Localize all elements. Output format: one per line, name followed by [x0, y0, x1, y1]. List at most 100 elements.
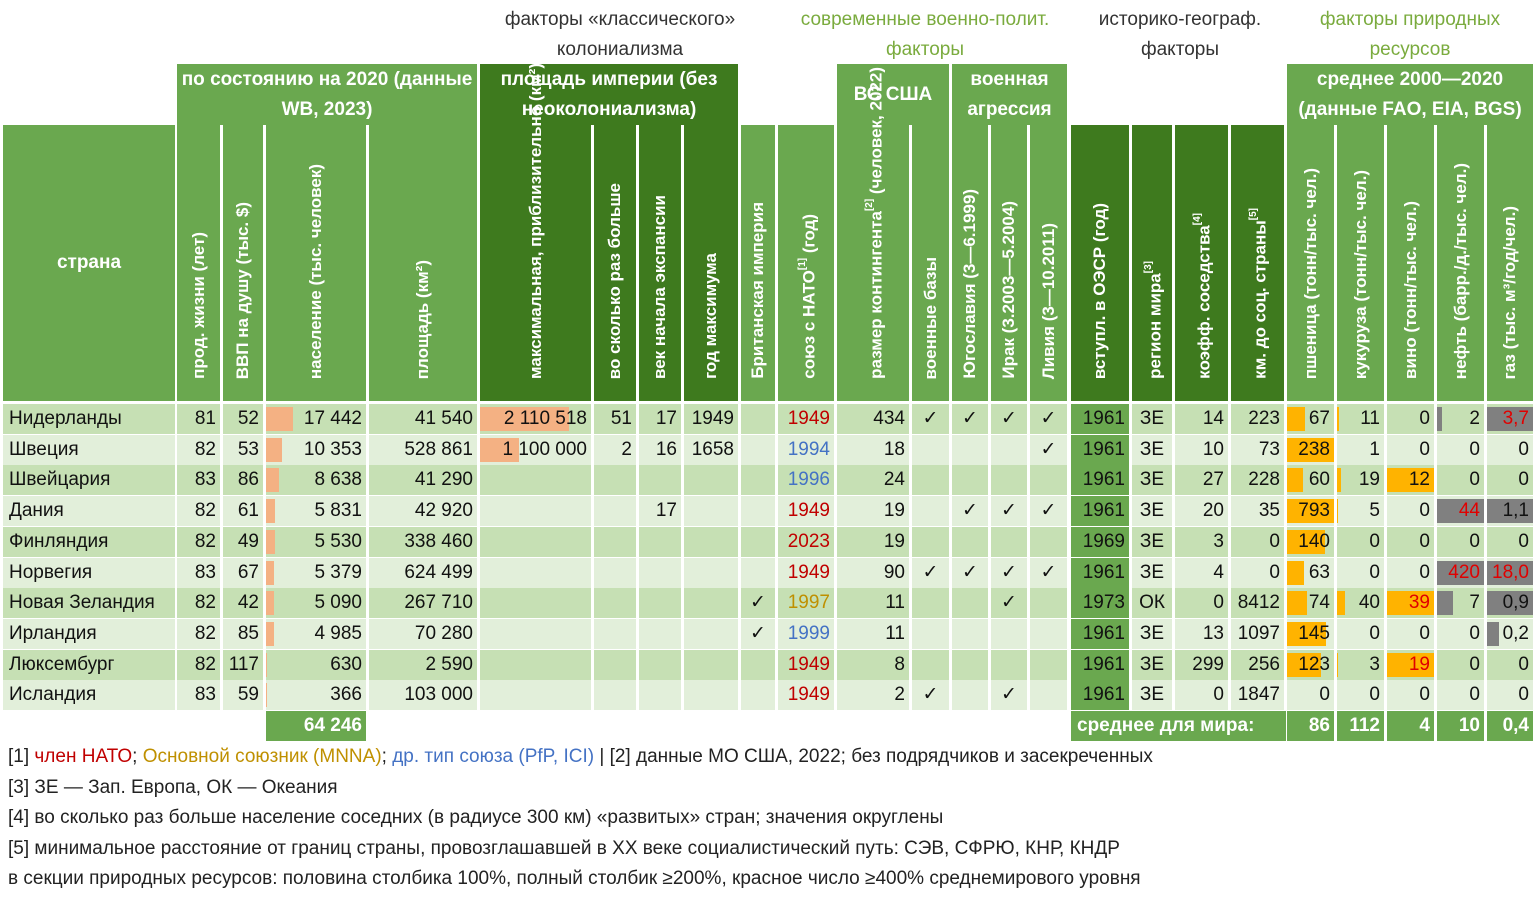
cell-region: ЗЕ	[1132, 618, 1172, 649]
world-average-label: среднее для мира:	[1071, 711, 1286, 741]
cell-iraq: ✓	[991, 404, 1027, 434]
cell-pop: 4 985	[266, 618, 366, 649]
cell-life: 82	[177, 588, 220, 619]
table-row-country: Люксембург	[3, 649, 175, 680]
cell-british	[741, 465, 775, 496]
cell-pop: 5 379	[266, 557, 366, 588]
cell-times	[594, 618, 636, 649]
cell-value: 1	[1369, 438, 1380, 460]
cell-century	[639, 465, 681, 496]
cell-libya	[1030, 526, 1067, 557]
cell-wine: 12	[1387, 465, 1434, 496]
cell-british: ✓	[741, 588, 775, 619]
cell-value: 0	[1469, 530, 1480, 552]
cell-value: 19	[883, 500, 905, 522]
group-natural: факторы природных ресурсов	[1319, 9, 1501, 60]
cell-value: ✓	[1001, 561, 1017, 583]
value-bar	[266, 591, 274, 616]
cell-wheat: 63	[1287, 557, 1334, 588]
cell-bases: ✓	[912, 557, 949, 588]
cell-libya	[1030, 618, 1067, 649]
cell-year	[684, 618, 738, 649]
cell-value: 60	[1308, 469, 1330, 491]
note-1-sep1: ;	[132, 746, 138, 767]
cell-value: 82	[194, 438, 216, 460]
cell-iraq	[991, 465, 1027, 496]
cell-iraq	[991, 526, 1027, 557]
cell-life: 83	[177, 465, 220, 496]
value-bar	[1337, 499, 1338, 524]
value-bar	[1287, 529, 1326, 554]
cell-gdp: 49	[223, 526, 263, 557]
cell-corn: 40	[1337, 588, 1384, 619]
column-header-life: прод. жизни (лет)	[177, 125, 220, 401]
table-row-country: Норвегия	[3, 557, 175, 588]
column-header-wheat: пшеница (тонн/тыс. чел.)	[1287, 125, 1334, 401]
cell-value: 1961	[1082, 684, 1125, 706]
cell-value: ЗЕ	[1139, 438, 1165, 460]
cell-year	[684, 557, 738, 588]
column-label-region: регион мира	[1145, 273, 1165, 379]
cell-times	[594, 465, 636, 496]
cell-maxarea	[480, 526, 591, 557]
footnote-ref: [1]	[796, 258, 808, 271]
column-header-british: Британская империя	[741, 125, 775, 401]
cell-value: ЗЕ	[1139, 500, 1165, 522]
cell-value: 74	[1308, 592, 1330, 614]
cell-corn: 11	[1337, 404, 1384, 434]
cell-times: 2	[594, 434, 636, 465]
cell-value: 5 831	[314, 500, 362, 522]
cell-british	[741, 496, 775, 527]
cell-value: 2	[894, 684, 905, 706]
cell-neigh: 0	[1175, 680, 1228, 711]
value-bar	[1287, 560, 1305, 585]
value-bar	[1437, 407, 1442, 431]
cell-wine: 0	[1387, 496, 1434, 527]
footnote-ref: [3]	[1142, 261, 1154, 274]
cell-value: 7	[1469, 592, 1480, 614]
table-row-country: Нидерланды	[3, 404, 175, 434]
column-label-oecd: вступл. в ОЭСР (год)	[1090, 202, 1109, 379]
cell-libya: ✓	[1030, 404, 1067, 434]
cell-value: ✓	[1001, 408, 1017, 429]
cell-pop: 5 530	[266, 526, 366, 557]
cell-value: 4 985	[314, 622, 362, 644]
cell-value: 123	[1298, 653, 1330, 675]
cell-value: 0	[1369, 684, 1380, 706]
cell-value: 3	[1369, 653, 1380, 675]
cell-gas: 3,7	[1487, 404, 1533, 434]
column-label-wheat: пшеница (тонн/тыс. чел.)	[1300, 167, 1320, 379]
cell-value: 67	[237, 561, 259, 583]
cell-km: 0	[1231, 557, 1284, 588]
cell-life: 82	[177, 434, 220, 465]
column-label-nato: союз с НАТО	[799, 270, 819, 379]
column-label-bases: военные базы	[920, 256, 940, 379]
cell-iraq: ✓	[991, 496, 1027, 527]
cell-contingent: 24	[837, 465, 909, 496]
cell-wheat: 74	[1287, 588, 1334, 619]
cell-value: 14	[1202, 408, 1224, 429]
value-bar	[1437, 591, 1454, 616]
column-header-gas: газ (тыс. м³/год/чел.)	[1487, 125, 1533, 401]
cell-times	[594, 588, 636, 619]
cell-gdp: 61	[223, 496, 263, 527]
cell-maxarea: 2 110 518	[480, 404, 591, 434]
cell-km: 228	[1231, 465, 1284, 496]
cell-century	[639, 588, 681, 619]
cell-oil: 0	[1437, 649, 1484, 680]
column-header-contingent: размер контингента[2] (человек, 2022)	[837, 67, 909, 401]
cell-libya	[1030, 680, 1067, 711]
cell-value: ✓	[1040, 438, 1057, 460]
cell-neigh: 20	[1175, 496, 1228, 527]
column-header-libya: Ливия (3—10.2011)	[1030, 125, 1067, 401]
cell-iraq	[991, 618, 1027, 649]
cell-year	[684, 680, 738, 711]
cell-value: 528 861	[404, 438, 473, 460]
table-row-country: Исландия	[3, 680, 175, 711]
cell-value: 19	[883, 530, 905, 552]
footnote-ref: [4]	[1192, 213, 1204, 226]
cell-iraq: ✓	[991, 680, 1027, 711]
cell-value: 0	[1469, 653, 1480, 675]
cell-value: 82	[194, 500, 216, 522]
cell-value: 24	[883, 469, 905, 491]
